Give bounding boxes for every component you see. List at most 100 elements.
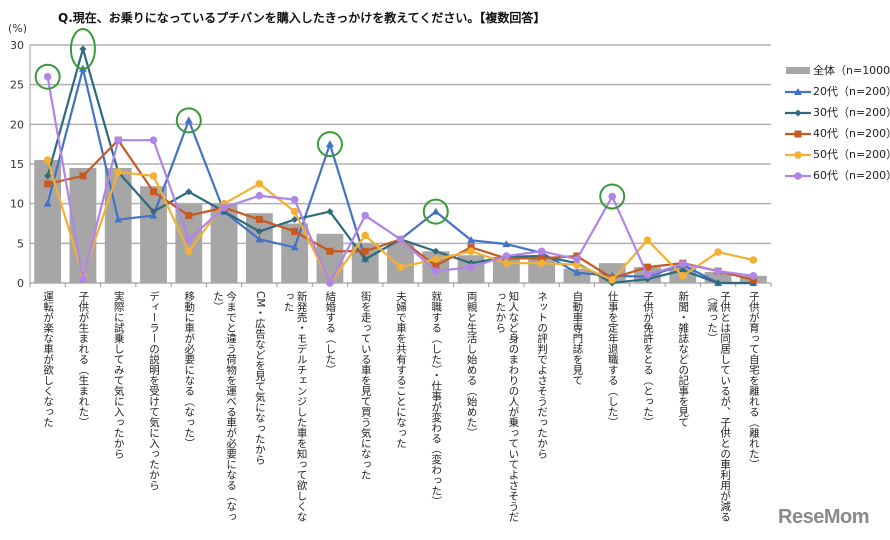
marker-triangle <box>184 116 193 124</box>
marker-circle <box>43 72 52 81</box>
marker-square <box>538 254 546 262</box>
marker-square <box>44 180 52 188</box>
marker-circle <box>255 191 264 200</box>
marker-circle <box>431 255 440 263</box>
highlight-circle <box>34 63 61 90</box>
marker-diamond <box>185 188 193 196</box>
marker-circle <box>573 260 581 269</box>
y-tick-label: 15 <box>10 158 24 171</box>
legend-label: 全体（n=1000） <box>813 64 890 77</box>
marker-triangle <box>572 268 581 276</box>
marker-diamond <box>326 208 334 216</box>
marker-circle <box>149 172 158 180</box>
marker-square <box>185 212 193 220</box>
marker-circle <box>467 263 475 271</box>
legend-item: 30代（n=200） <box>785 104 890 120</box>
marker-triangle <box>255 235 264 243</box>
x-tick-label: 知人など身のまわりの人が乗っていてよさそうだったから <box>494 291 520 522</box>
legend-item: 50代（n=200） <box>785 146 890 162</box>
legend-label: 20代（n=200） <box>813 85 890 98</box>
highlight-circle <box>69 27 96 70</box>
x-tick-label: 子供が生まれる（生まれた） <box>77 291 90 428</box>
x-tick-label: 実際に試乗してみて気に入ったから <box>112 291 125 459</box>
marker-square <box>255 216 263 224</box>
x-tick-label: 新聞・雑誌などの記事を見て <box>677 291 690 428</box>
x-tick-label: 自動車専門誌を見て <box>571 291 584 386</box>
highlight-circle <box>175 107 202 134</box>
legend-bar-swatch <box>786 67 810 74</box>
marker-triangle <box>431 207 440 215</box>
marker-diamond <box>794 109 802 117</box>
x-tick-label: CM・広告などを見て気になったから <box>253 291 266 465</box>
x-tick-label: 結婚する（した） <box>324 291 337 375</box>
marker-circle <box>290 207 299 216</box>
x-tick-label: ディーラーの説明を受けて気に入ったから <box>148 291 160 491</box>
marker-circle <box>431 267 440 275</box>
y-tick-label: 20 <box>10 118 24 131</box>
marker-square <box>361 247 369 255</box>
legend-label: 50代（n=200） <box>813 148 890 161</box>
x-tick-label: 両親と生活し始める（始めた） <box>465 291 478 438</box>
marker-triangle <box>325 140 334 148</box>
bar-all <box>104 167 132 283</box>
marker-circle <box>114 168 123 176</box>
marker-circle <box>573 255 581 263</box>
x-tick-label: 子供とは同居しているが、子供との車利用が減る（減った） <box>706 291 732 522</box>
marker-circle <box>714 267 722 275</box>
x-tick-label: 移動に車が必要になる（なった） <box>183 291 196 449</box>
x-tick-label: ネットの評判でよさそうだったから <box>536 291 549 459</box>
legend-item: 60代（n=200） <box>785 167 890 183</box>
marker-circle <box>608 192 617 201</box>
marker-circle <box>396 263 405 271</box>
marker-triangle <box>114 215 123 223</box>
legend-label: 30代（n=200） <box>813 106 890 119</box>
marker-circle <box>537 247 546 256</box>
marker-circle <box>714 248 722 256</box>
x-tick-label: 運転が楽な車が欲しくなった <box>42 291 55 428</box>
marker-circle <box>794 172 802 180</box>
y-tick-label: 5 <box>17 237 24 250</box>
bar-all <box>316 233 344 283</box>
marker-diamond <box>361 255 369 263</box>
marker-circle <box>255 180 264 188</box>
marker-circle <box>79 275 87 283</box>
marker-square <box>291 227 299 235</box>
y-tick-label: 30 <box>10 39 24 52</box>
marker-square <box>644 263 651 271</box>
y-tick-label: 25 <box>10 79 24 92</box>
marker-diamond <box>679 266 687 274</box>
marker-circle <box>749 256 758 264</box>
marker-square <box>432 262 440 270</box>
marker-circle <box>220 203 228 212</box>
marker-circle <box>361 211 370 220</box>
chart-title: Q.現在、お乗りになっているプチバンを購入したきっかけを教えてください。【複数回… <box>58 11 546 25</box>
marker-square <box>794 130 802 138</box>
marker-circle <box>361 231 370 240</box>
bar-all <box>387 243 414 283</box>
marker-circle <box>114 136 123 144</box>
marker-circle <box>184 235 193 244</box>
x-tick-label: 子供が育って自宅を離れる（離れた） <box>747 291 760 470</box>
x-tick-label: 街を走っている車を見て買う気になった <box>359 291 372 480</box>
marker-diamond <box>79 45 87 53</box>
marker-circle <box>467 247 475 256</box>
marker-square <box>79 172 87 180</box>
marker-diamond <box>44 172 52 180</box>
marker-circle <box>502 252 511 260</box>
resemom-logo: ReseMom <box>778 506 869 528</box>
y-axis-unit: (%) <box>8 22 28 35</box>
marker-square <box>749 276 757 284</box>
marker-circle <box>749 272 758 280</box>
marker-circle <box>396 235 405 244</box>
marker-triangle <box>794 88 802 95</box>
marker-triangle <box>467 236 476 244</box>
marker-square <box>150 188 157 196</box>
x-tick-label: 子供が免許をとる（とった） <box>642 291 654 428</box>
x-tick-label: 夫婦で車を共有することになった <box>395 291 407 449</box>
legend-label: 40代（n=200） <box>813 127 890 140</box>
y-tick-label: 0 <box>17 277 24 290</box>
legend-item: 20代（n=200） <box>785 83 890 99</box>
x-tick-label: 仕事を定年退職する（した） <box>606 291 619 428</box>
y-tick-label: 10 <box>10 198 24 211</box>
